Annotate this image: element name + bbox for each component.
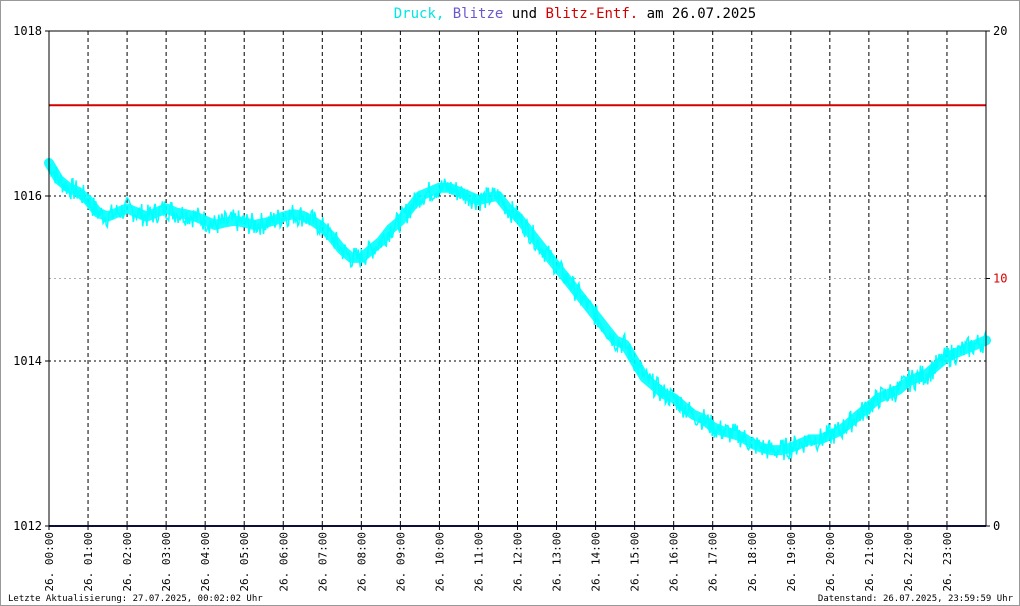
x-tick-label: 26. 14:00 (590, 532, 603, 592)
x-tick-label: 26. 15:00 (629, 532, 642, 592)
y-right-tick-label: 0 (993, 519, 1000, 533)
y-right-tick-label: 10 (993, 272, 1007, 286)
x-axis: 26. 00:00 26. 01:00 26. 02:00 26. 03:00 26. … (43, 526, 954, 592)
footer-last-update: Letzte Aktualisierung: 27.07.2025, 00:02… (8, 594, 263, 604)
title-part: und (503, 6, 537, 22)
title-part: am 26.07.2025 (638, 6, 756, 22)
x-tick-label: 26. 03:00 (160, 532, 173, 592)
title-part: Blitz-Entf. (537, 6, 638, 22)
x-tick-label: 26. 16:00 (668, 532, 681, 592)
x-tick-label: 26. 08:00 (355, 532, 368, 592)
y-axis-right: 0 10 20 (986, 24, 1007, 533)
title-part: Druck, (394, 6, 445, 22)
x-tick-label: 26. 06:00 (277, 532, 290, 592)
x-tick-label: 26. 12:00 (512, 532, 525, 592)
x-tick-label: 26. 05:00 (238, 532, 251, 592)
x-tick-label: 26. 13:00 (551, 532, 564, 592)
grid-lines (49, 31, 986, 526)
x-tick-label: 26. 09:00 (394, 532, 407, 592)
x-tick-label: 26. 00:00 (43, 532, 56, 592)
x-tick-label: 26. 04:00 (199, 532, 212, 592)
x-tick-label: 26. 02:00 (121, 532, 134, 592)
x-tick-label: 26. 01:00 (82, 532, 95, 592)
x-tick-label: 26. 20:00 (824, 532, 837, 592)
series-druck-line (48, 162, 987, 461)
y-left-tick-label: 1018 (13, 24, 42, 38)
y-left-tick-label: 1016 (13, 189, 42, 203)
chart-title: Druck, Blitze und Blitz-Entf. am 26.07.2… (394, 6, 756, 22)
footer-data-status: Datenstand: 26.07.2025, 23:59:59 Uhr (818, 594, 1014, 604)
x-tick-label: 26. 11:00 (473, 532, 486, 592)
x-tick-label: 26. 22:00 (902, 532, 915, 592)
x-tick-label: 26. 19:00 (785, 532, 798, 592)
y-right-tick-label: 20 (993, 24, 1007, 38)
x-tick-label: 26. 10:00 (433, 532, 446, 592)
x-tick-label: 26. 17:00 (707, 532, 720, 592)
title-part: Blitze (444, 6, 503, 22)
x-tick-label: 26. 23:00 (941, 532, 954, 592)
y-axis-left: 1012 1014 1016 1018 (13, 24, 49, 533)
x-tick-label: 26. 18:00 (746, 532, 759, 592)
x-tick-label: 26. 07:00 (316, 532, 329, 592)
x-tick-label: 26. 21:00 (863, 532, 876, 592)
y-left-tick-label: 1014 (13, 354, 42, 368)
y-left-tick-label: 1012 (13, 519, 42, 533)
